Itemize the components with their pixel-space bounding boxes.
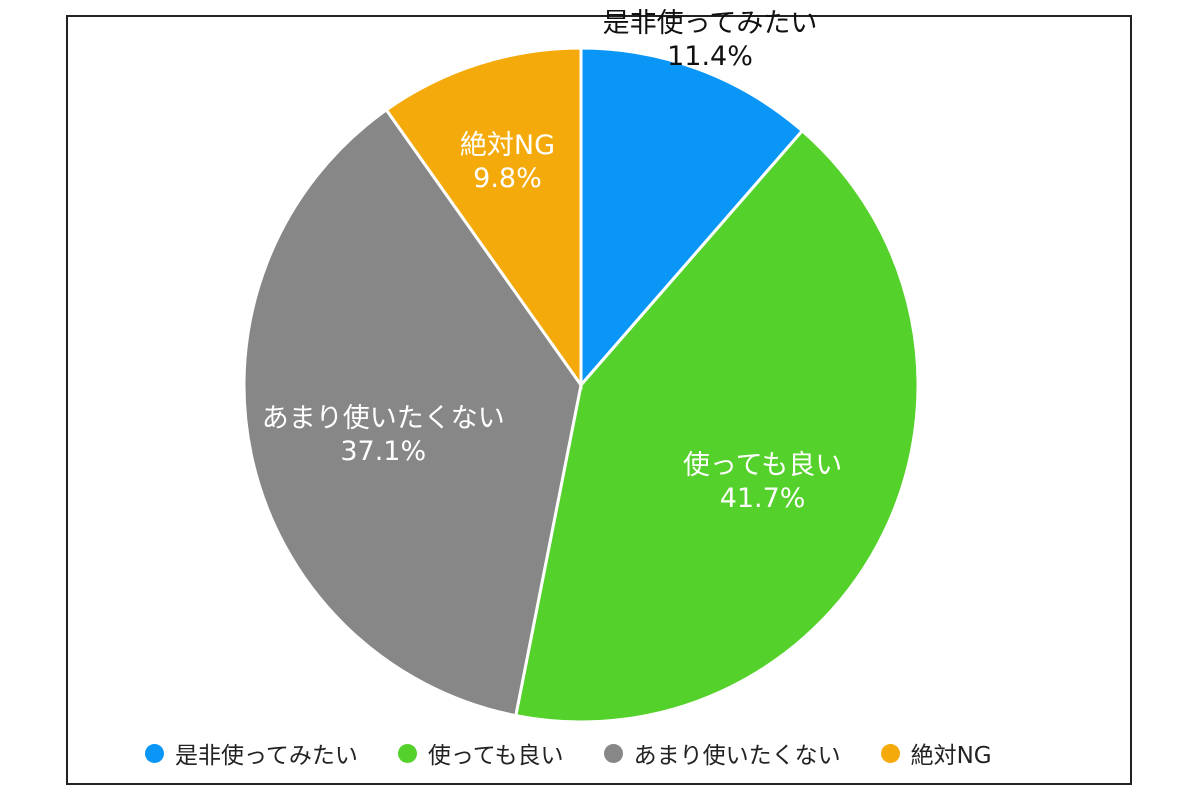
legend-label: 是非使ってみたい: [175, 743, 358, 769]
slice-label: 使っても良い: [683, 450, 842, 481]
legend-item: 是非使ってみたい: [145, 736, 358, 770]
slice-value-label: 37.1%: [340, 436, 426, 467]
legend-label: あまり使いたくない: [633, 743, 841, 769]
slice-value-label: 9.8%: [473, 163, 542, 194]
slice-label: 絶対NG: [460, 130, 555, 161]
slice-value-label: 11.4%: [667, 41, 753, 72]
legend-item: 絶対NG: [880, 736, 992, 770]
legend-item: 使っても良い: [397, 736, 564, 770]
chart-legend: 是非使ってみたい 使っても良い あまり使いたくない 絶対NG: [145, 733, 1032, 773]
pie-slice: [384, 46, 583, 390]
slice-label: 是非使ってみたい: [603, 8, 818, 39]
legend-dot-icon: [880, 743, 900, 763]
slice-label: あまり使いたくない: [262, 403, 505, 434]
pie-slice: [242, 107, 583, 718]
legend-label: 絶対NG: [910, 743, 992, 769]
legend-item: あまり使いたくない: [603, 736, 841, 770]
legend-dot-icon: [145, 743, 164, 763]
pie-slice: [514, 128, 920, 724]
slice-value-label: 41.7%: [720, 483, 806, 514]
legend-dot-icon: [603, 743, 623, 763]
pie-slice: [579, 46, 805, 390]
legend-dot-icon: [397, 743, 417, 763]
legend-label: 使っても良い: [427, 743, 564, 769]
